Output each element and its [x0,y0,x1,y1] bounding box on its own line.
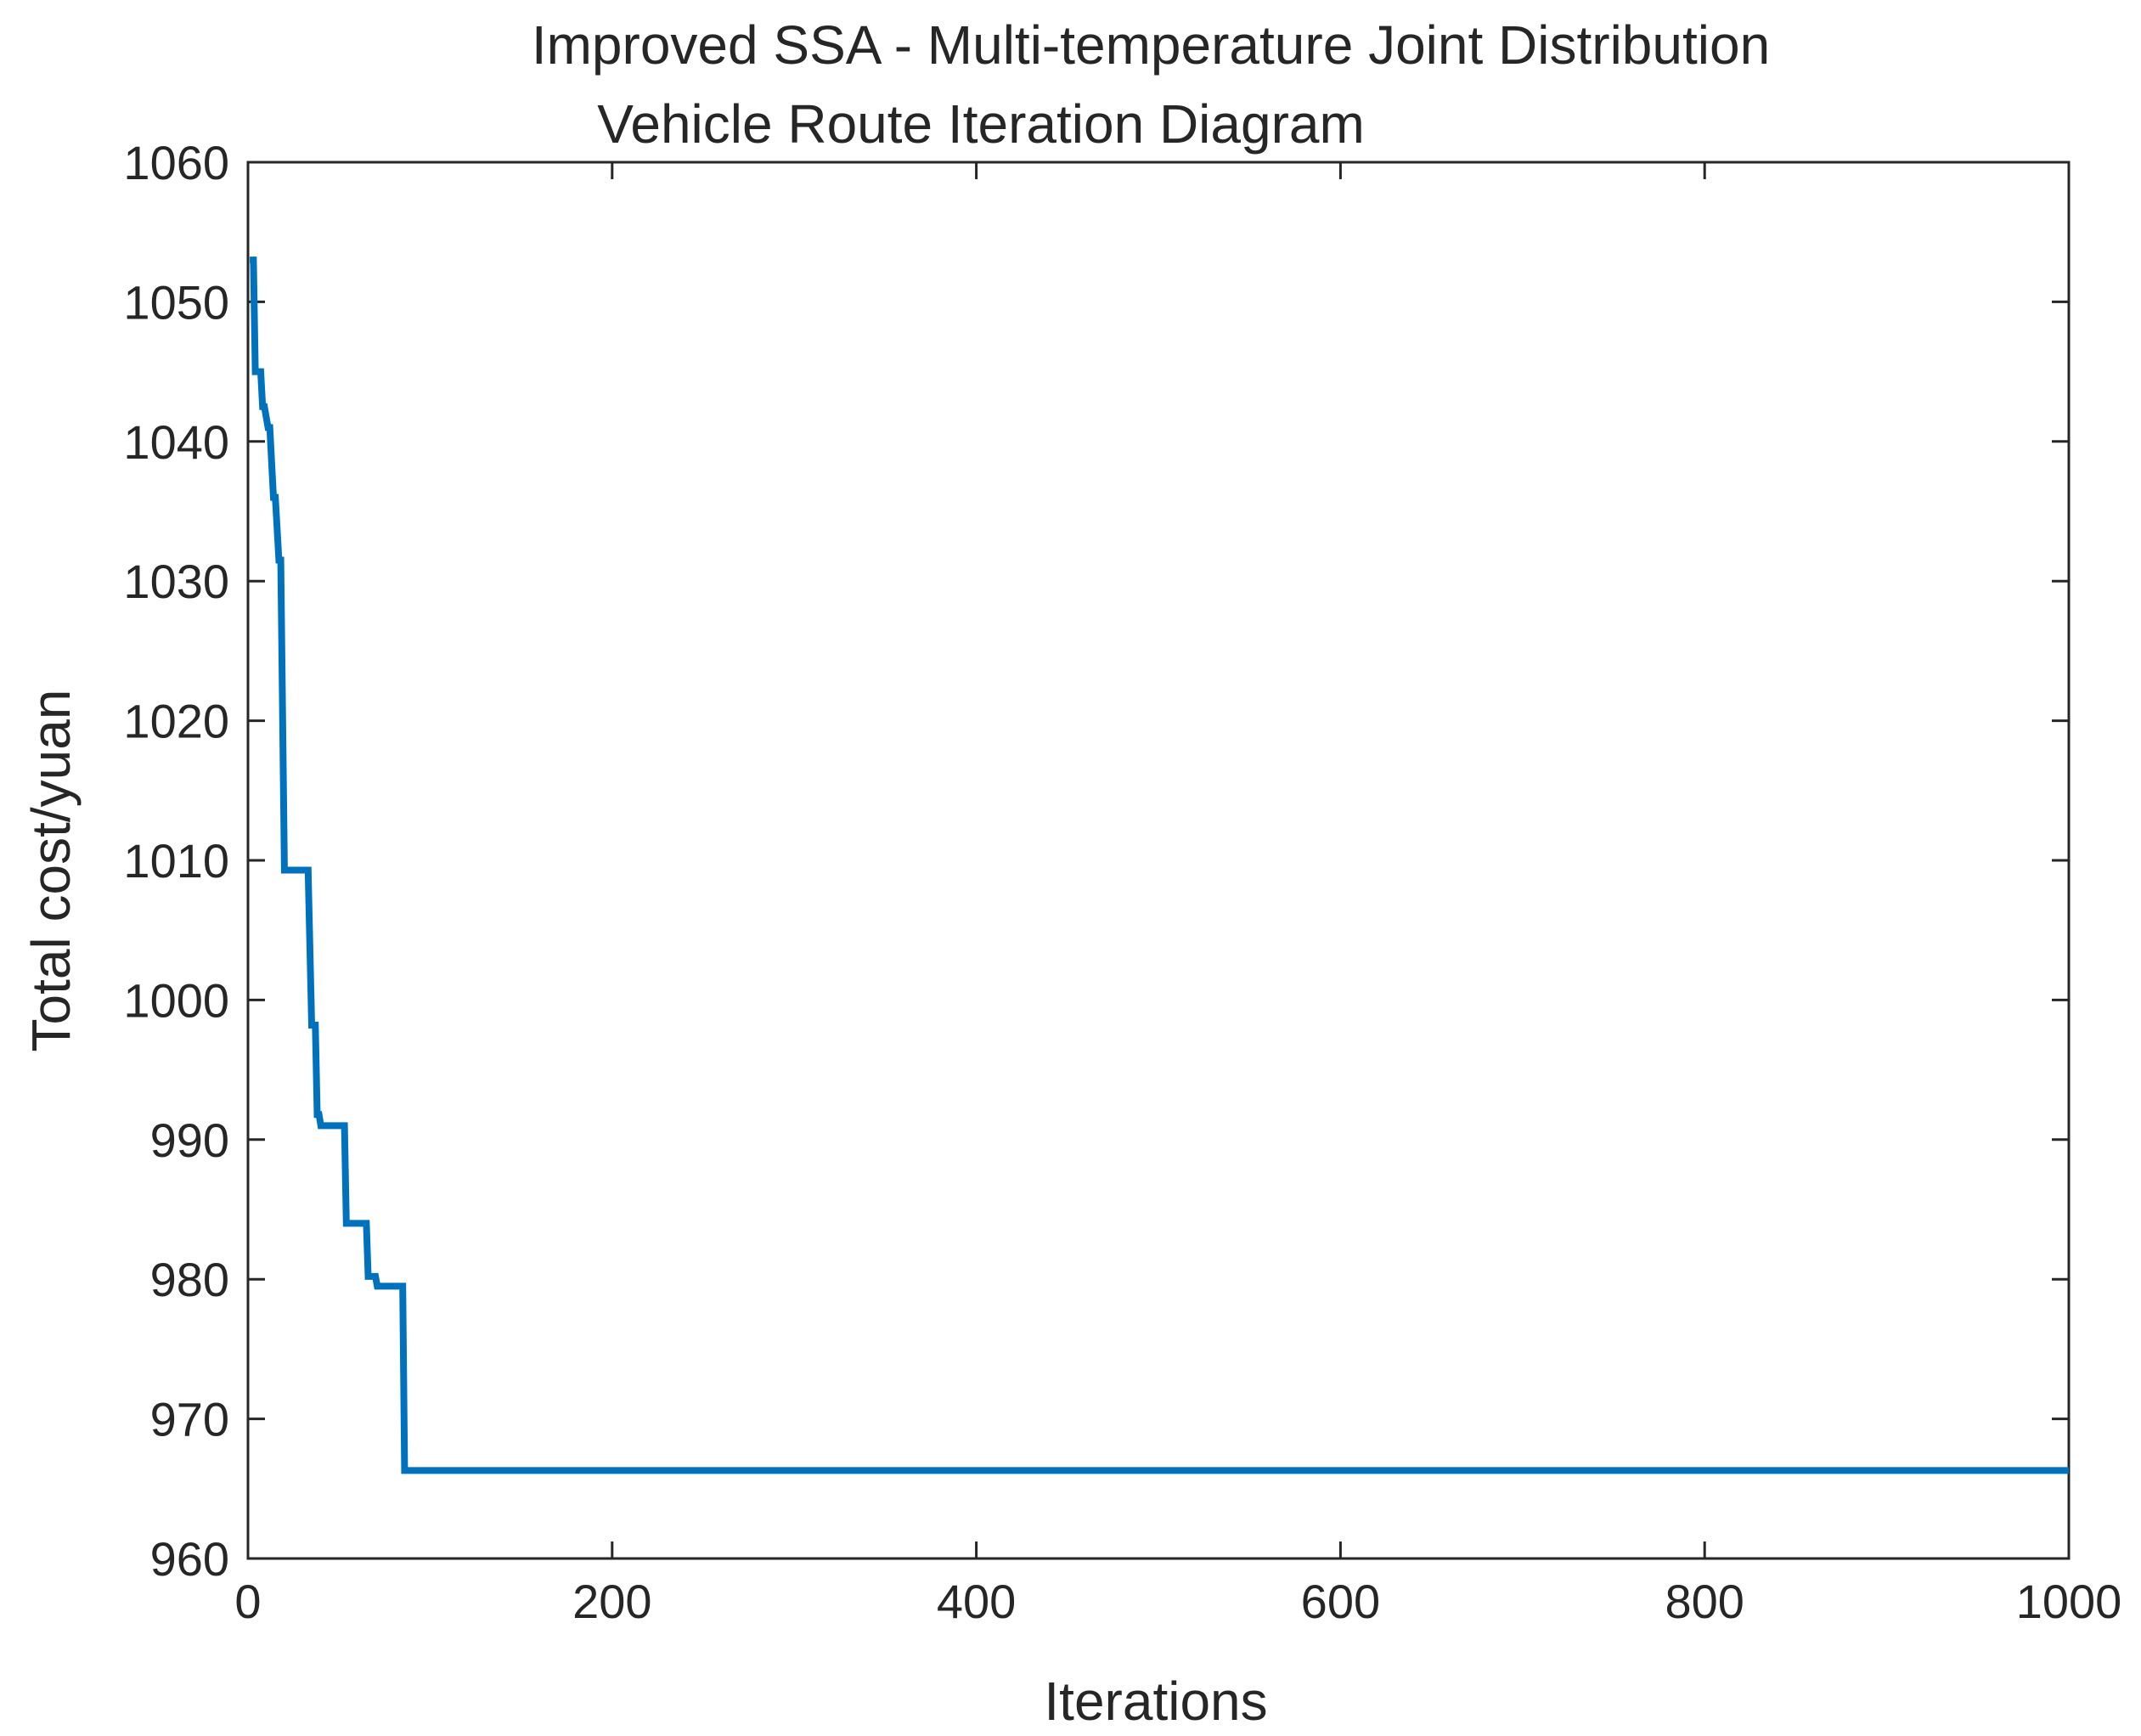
y-tick-label: 1010 [123,834,229,888]
y-tick-label: 990 [150,1113,229,1167]
y-tick-label: 1050 [123,275,229,329]
y-tick-label: 1020 [123,695,229,748]
x-tick-label: 1000 [2016,1575,2122,1628]
chart-title-line-2: Vehicle Route Iteration Diagram [597,93,1365,155]
chart-title-line-1: Improved SSA - Multi-temperature Joint D… [532,14,1770,76]
y-tick-label: 1000 [123,973,229,1027]
y-tick-label: 1030 [123,555,229,608]
x-axis-label: Iterations [1044,1671,1267,1732]
y-tick-label: 980 [150,1253,229,1306]
plot-area: 0 200 400 600 800 1000 960 970 980 990 1000 1010 102… [123,136,2121,1628]
x-tick-label: 400 [937,1575,1016,1628]
y-tick-label: 970 [150,1393,229,1446]
x-tick-label: 0 [234,1575,261,1628]
x-tick-label: 200 [572,1575,651,1628]
series-line [250,256,2069,1474]
x-tick-label: 600 [1301,1575,1380,1628]
y-tick-label: 1040 [123,415,229,469]
chart-title: Improved SSA - Multi-temperature Joint D… [532,14,1770,155]
y-axis-label: Total cost/yuan [20,690,82,1052]
x-tick-label: 800 [1665,1575,1744,1628]
y-tick-label: 1060 [123,136,229,189]
y-tick-label: 960 [150,1532,229,1586]
